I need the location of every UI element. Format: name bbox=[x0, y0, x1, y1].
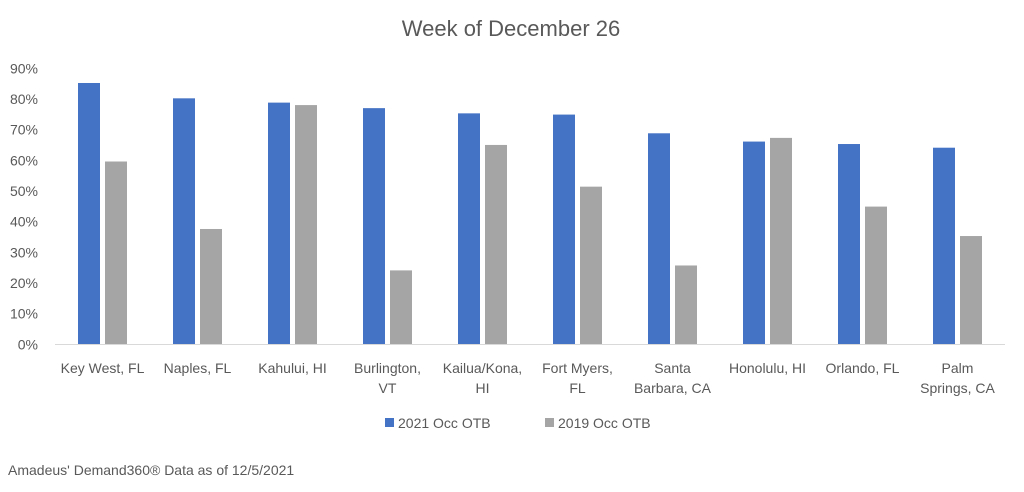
bar-2019 bbox=[485, 144, 507, 345]
category-label: Burlington, bbox=[354, 360, 421, 376]
category-label: Naples, FL bbox=[164, 360, 232, 376]
bar-2019 bbox=[390, 270, 412, 345]
bar-2019 bbox=[960, 236, 982, 345]
bar-2021 bbox=[553, 114, 575, 345]
bar-2021 bbox=[173, 98, 195, 345]
y-tick-label: 70% bbox=[10, 122, 38, 138]
category-label: Barbara, CA bbox=[634, 380, 712, 396]
y-tick-label: 50% bbox=[10, 183, 38, 199]
category-label: HI bbox=[476, 380, 490, 396]
bar-2019 bbox=[105, 161, 127, 345]
bar-2021 bbox=[838, 144, 860, 345]
bar-2019 bbox=[580, 186, 602, 345]
bar-2021 bbox=[78, 82, 100, 345]
y-tick-label: 20% bbox=[10, 275, 38, 291]
y-tick-label: 90% bbox=[10, 60, 38, 76]
bar-2021 bbox=[648, 133, 670, 345]
legend-swatch bbox=[545, 418, 554, 427]
legend-label: 2021 Occ OTB bbox=[398, 415, 491, 431]
bar-2021 bbox=[268, 102, 290, 345]
y-tick-label: 60% bbox=[10, 152, 38, 168]
category-label: Orlando, FL bbox=[826, 360, 900, 376]
chart-title: Week of December 26 bbox=[402, 16, 620, 41]
bar-2019 bbox=[295, 105, 317, 345]
category-label: Key West, FL bbox=[61, 360, 145, 376]
category-label: Kailua/Kona, bbox=[443, 360, 522, 376]
category-label: Springs, CA bbox=[920, 380, 995, 396]
category-label: Santa bbox=[654, 360, 691, 376]
bar-2021 bbox=[363, 108, 385, 345]
legend-label: 2019 Occ OTB bbox=[558, 415, 651, 431]
y-tick-label: 30% bbox=[10, 244, 38, 260]
bar-2019 bbox=[770, 137, 792, 345]
category-label: FL bbox=[569, 380, 586, 396]
category-label: Kahului, HI bbox=[258, 360, 326, 376]
bar-2019 bbox=[675, 265, 697, 345]
category-label: Honolulu, HI bbox=[729, 360, 806, 376]
bar-2021 bbox=[458, 113, 480, 345]
bar-2021 bbox=[743, 141, 765, 345]
legend-swatch bbox=[385, 418, 394, 427]
bar-2019 bbox=[200, 228, 222, 345]
bar-2021 bbox=[933, 147, 955, 345]
y-tick-label: 40% bbox=[10, 214, 38, 230]
bar-2019 bbox=[865, 206, 887, 345]
y-tick-label: 0% bbox=[18, 336, 38, 352]
footer-note: Amadeus' Demand360® Data as of 12/5/2021 bbox=[8, 462, 294, 478]
category-label: VT bbox=[379, 380, 397, 396]
y-tick-label: 80% bbox=[10, 91, 38, 107]
category-label: Palm bbox=[942, 360, 974, 376]
category-label: Fort Myers, bbox=[542, 360, 613, 376]
y-tick-label: 10% bbox=[10, 306, 38, 322]
